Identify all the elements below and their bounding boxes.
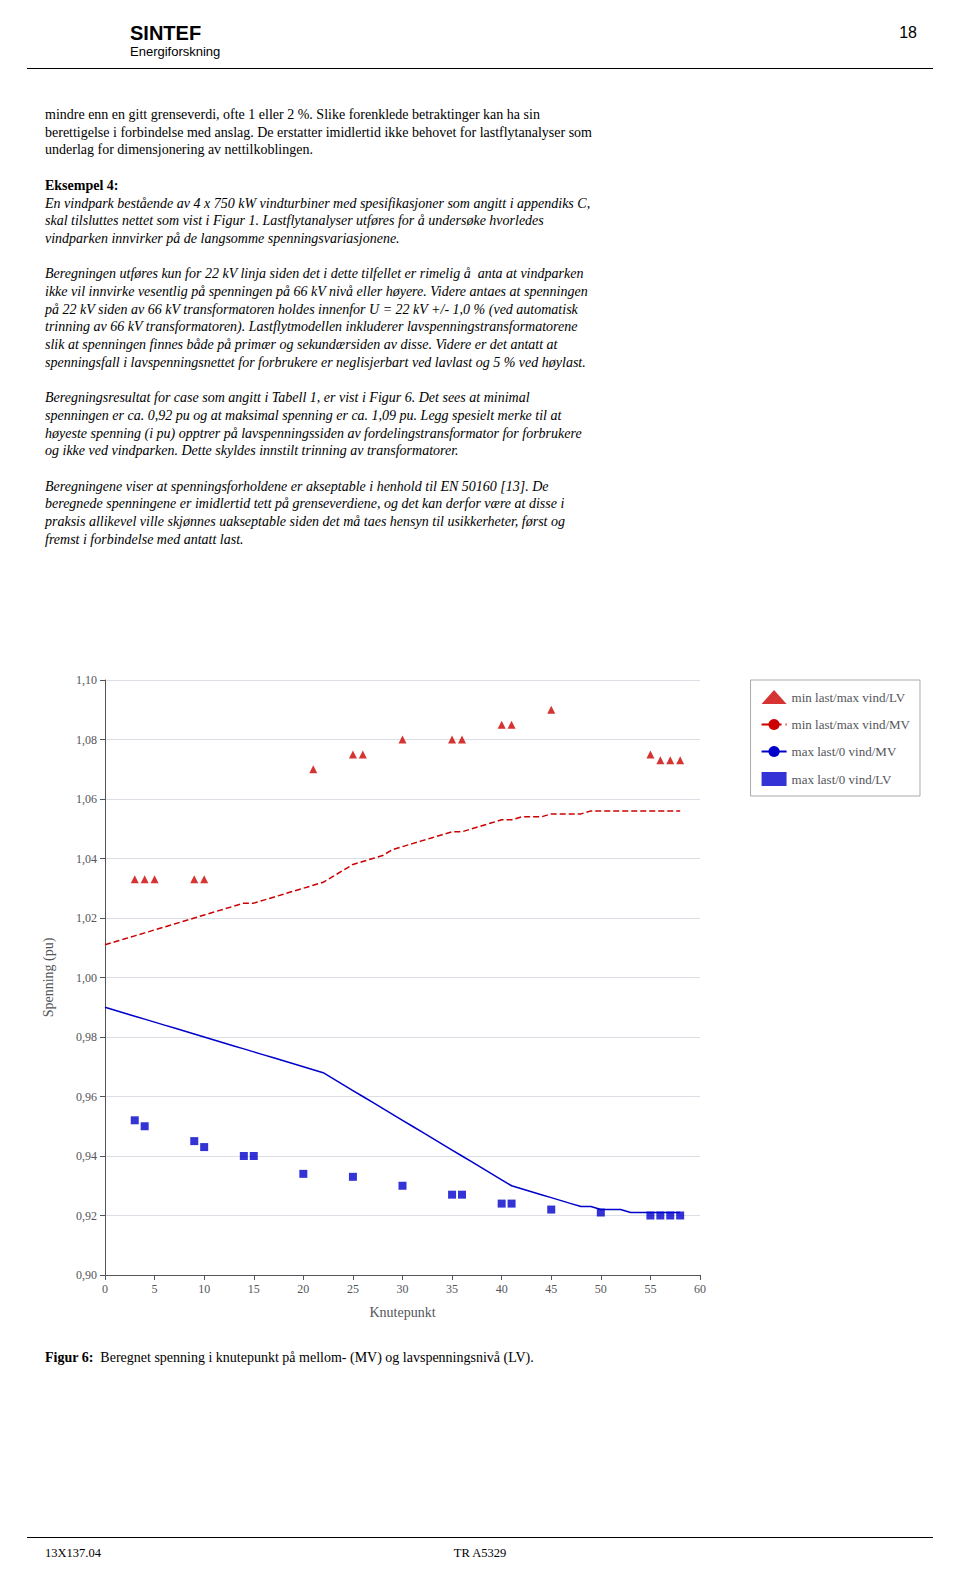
html-text:underlag for dimensjonering av: underlag for dimensjonering av nettilkob… [45, 142, 313, 158]
svg-text:0: 0 [102, 1282, 108, 1296]
html-text:Beregningen utføres kun for 22: Beregningen utføres kun for 22 kV linja … [45, 266, 584, 282]
html-text:slik at spenningen finnes både: slik at spenningen finnes både på primær… [45, 337, 558, 353]
html-text:SINTEF: SINTEF [130, 22, 202, 44]
html-text:Figur 6: Beregnet spenning i k: Figur 6: Beregnet spenning i knutepunkt … [45, 1350, 534, 1365]
html-text:spenningen er ca. 0,92 pu og a: spenningen er ca. 0,92 pu og at maksimal… [45, 407, 562, 423]
svg-text:0,96: 0,96 [76, 1090, 97, 1104]
html-text:En vindpark bestående av 4 x 7: En vindpark bestående av 4 x 750 kW vind… [45, 195, 591, 211]
svg-text:20: 20 [297, 1282, 309, 1296]
html-text:Beregningsresultat for case so: Beregningsresultat for case som angitt i… [45, 390, 530, 406]
svg-text:25: 25 [347, 1282, 359, 1296]
svg-text:max last/0 vind/MV: max last/0 vind/MV [792, 744, 897, 759]
svg-text:min last/max vind/LV: min last/max vind/LV [792, 690, 906, 705]
svg-text:0,92: 0,92 [76, 1209, 97, 1223]
svg-text:55: 55 [644, 1282, 656, 1296]
html-text:berettigelse i forbindelse med: berettigelse i forbindelse med anslag. D… [45, 124, 592, 140]
svg-text:0,98: 0,98 [76, 1030, 97, 1044]
html-text:18: 18 [899, 24, 917, 41]
svg-text:Knutepunkt: Knutepunkt [369, 1305, 435, 1320]
html-text:Eksempel 4:: Eksempel 4: [45, 177, 119, 193]
html-text:TR A5329: TR A5329 [453, 1546, 507, 1560]
svg-text:30: 30 [397, 1282, 409, 1296]
svg-text:1,02: 1,02 [76, 911, 97, 925]
svg-text:1,10: 1,10 [76, 673, 97, 687]
html-text:og ikke ved vindparken. Dette: og ikke ved vindparken. Dette skyldes in… [45, 443, 459, 459]
html-text:skal tilsluttes nettet som vis: skal tilsluttes nettet som vist i Figur … [45, 213, 544, 229]
svg-text:5: 5 [152, 1282, 158, 1296]
svg-text:0,90: 0,90 [76, 1268, 97, 1282]
html-text:på 22 kV siden av 66 kV transf: på 22 kV siden av 66 kV transformatoren … [45, 301, 578, 317]
html-text:ikke vil innvirke vesentlig på: ikke vil innvirke vesentlig på spenninge… [45, 284, 588, 299]
html-text:vindparken innvirker på de lan: vindparken innvirker på de langsomme spe… [45, 230, 400, 246]
svg-text:10: 10 [198, 1282, 210, 1296]
svg-text:min last/max vind/MV: min last/max vind/MV [792, 717, 911, 732]
html-text:spenningsfall i lavspenningsne: spenningsfall i lavspenningsnettet for f… [45, 354, 586, 370]
svg-text:15: 15 [248, 1282, 260, 1296]
svg-text:60: 60 [694, 1282, 706, 1296]
html-text:praksis allikevel ville skjønn: praksis allikevel ville skjønnes uaksept… [45, 514, 565, 530]
html-text:trinning av 66 kV transformato: trinning av 66 kV transformatoren). Last… [45, 319, 578, 335]
html-text:høyeste spenning (i pu) opptre: høyeste spenning (i pu) opptrer på lavsp… [45, 425, 582, 441]
svg-text:max last/0 vind/LV: max last/0 vind/LV [792, 772, 893, 787]
html-text:Energiforskning: Energiforskning [130, 44, 221, 59]
html-text:13X137.04: 13X137.04 [45, 1546, 101, 1560]
svg-text:1,00: 1,00 [76, 971, 97, 985]
html-text:Beregningene viser at spenning: Beregningene viser at spenningsforholden… [45, 478, 549, 494]
svg-text:35: 35 [446, 1282, 458, 1296]
svg-text:1,08: 1,08 [76, 733, 97, 747]
svg-text:50: 50 [595, 1282, 607, 1296]
html-text:beregnede spenningene er imidl: beregnede spenningene er imidlertid tett… [45, 496, 565, 512]
svg-text:Spenning (pu): Spenning (pu) [41, 937, 57, 1017]
html-text:fremst i forbindelse med antat: fremst i forbindelse med antatt last. [45, 531, 244, 547]
svg-text:1,04: 1,04 [76, 852, 97, 866]
svg-text:45: 45 [545, 1282, 557, 1296]
html-text:mindre enn en gitt grenseverdi: mindre enn en gitt grenseverdi, ofte 1 e… [45, 107, 540, 122]
svg-text:1,06: 1,06 [76, 792, 97, 806]
svg-text:0,94: 0,94 [76, 1149, 97, 1163]
svg-text:40: 40 [496, 1282, 508, 1296]
